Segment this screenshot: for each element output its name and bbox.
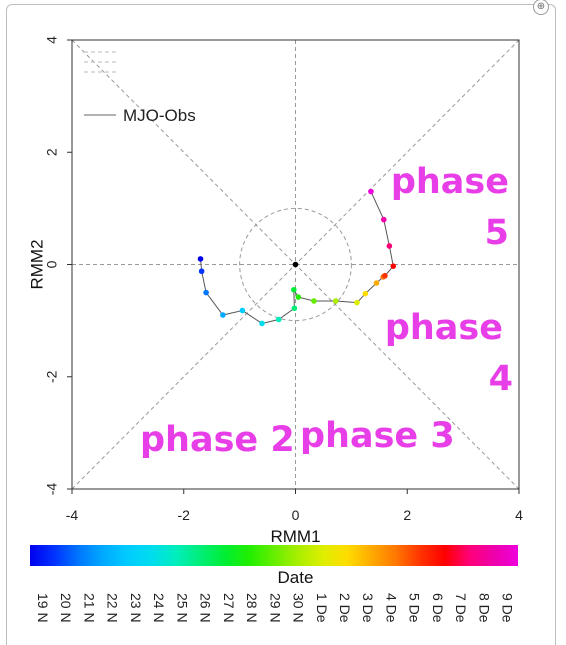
trajectory-line [200, 191, 394, 324]
date-label: 30 N [291, 593, 307, 623]
expand-icon[interactable]: ⊕ [533, 0, 549, 15]
y-tick-label: 4 [44, 36, 60, 44]
x-tick-label: -4 [66, 507, 79, 523]
phase-labels: phase 5 phase 4 phase 2 phase 3 [140, 162, 513, 460]
legend: MJO-Obs [84, 51, 196, 125]
data-point [390, 263, 397, 269]
phase-2-label: phase 2 [140, 420, 295, 460]
legend-label-mjo-obs: MJO-Obs [123, 106, 196, 125]
y-tick-label: 2 [44, 148, 60, 156]
y-tick-label: -2 [44, 370, 60, 383]
date-label: 9 De [500, 593, 516, 623]
date-label: 20 N [58, 593, 74, 623]
phase-3-label: phase 3 [300, 416, 455, 456]
data-point [311, 298, 317, 304]
data-point [291, 286, 297, 293]
data-point [368, 188, 374, 195]
data-point [295, 294, 302, 300]
data-point [362, 290, 369, 297]
colorbar: Date 19 N 20 N 21 N 22 N 23 N 24 N 25 N 26 N 27 N… [30, 545, 518, 623]
date-label: 19 N [35, 593, 51, 623]
date-label: 6 De [430, 593, 446, 623]
unit-circle [239, 207, 352, 322]
figure-frame: ⊕ [6, 0, 556, 645]
date-label: 1 De [314, 593, 330, 623]
data-point [275, 316, 282, 323]
data-point [373, 280, 380, 286]
data-point [386, 243, 393, 249]
data-point [332, 298, 339, 304]
date-label: 21 N [81, 593, 97, 623]
date-label: 25 N [174, 593, 190, 623]
date-label: 23 N [128, 593, 144, 623]
x-axis-label: RMM1 [270, 527, 320, 546]
date-label: 26 N [198, 593, 214, 623]
data-point [203, 289, 209, 296]
colorbar-gradient [30, 545, 518, 566]
date-label: 28 N [244, 593, 260, 623]
date-label: 5 De [407, 593, 423, 623]
date-label: 7 De [453, 593, 469, 623]
data-point [259, 320, 265, 327]
y-tick-label: -4 [44, 483, 60, 496]
series-mjo-obs [197, 188, 397, 327]
origin-point [292, 261, 299, 268]
date-label: 27 N [221, 593, 237, 623]
y-tick-label: 0 [44, 260, 60, 268]
phase-5-label-line2: 5 [485, 213, 509, 253]
data-point [239, 307, 246, 314]
data-point [354, 299, 360, 306]
date-label: 2 De [337, 593, 353, 623]
data-point [220, 312, 226, 318]
date-label: 22 N [105, 593, 121, 623]
colorbar-title: Date [278, 568, 314, 587]
y-axis-label: RMM2 [27, 239, 46, 289]
x-tick-label: -2 [178, 507, 191, 523]
x-tick-label: 2 [403, 507, 411, 523]
phase-4-label-line2: 4 [489, 359, 513, 399]
axes: -4 -2 0 2 4 -4 -2 0 2 4 RMM1 RMM2 [27, 36, 523, 546]
data-point [198, 268, 205, 275]
data-point [382, 272, 388, 279]
date-label: 24 N [151, 593, 167, 623]
date-label: 8 De [476, 593, 492, 623]
x-tick-label: 4 [515, 507, 523, 523]
phase-5-label: phase [391, 162, 509, 202]
data-point [197, 256, 204, 262]
date-label: 29 N [267, 593, 283, 623]
date-label: 4 De [383, 593, 399, 623]
data-point [291, 305, 298, 312]
phase-4-label: phase [385, 308, 503, 348]
date-label: 3 De [360, 593, 376, 623]
data-point [380, 216, 387, 223]
x-tick-label: 0 [292, 507, 300, 523]
